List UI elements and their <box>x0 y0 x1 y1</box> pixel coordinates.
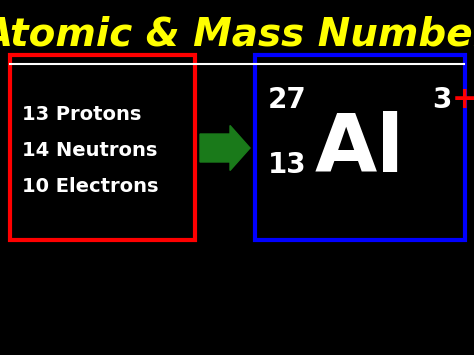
Text: 13 Protons: 13 Protons <box>22 105 141 125</box>
Text: Al: Al <box>315 111 405 189</box>
Text: Atomic & Mass Number: Atomic & Mass Number <box>0 16 474 54</box>
Bar <box>10 55 195 240</box>
Text: 13: 13 <box>268 151 307 179</box>
Text: +: + <box>452 86 474 115</box>
Text: 14 Neutrons: 14 Neutrons <box>22 141 157 159</box>
Bar <box>255 55 465 240</box>
FancyArrow shape <box>200 126 250 170</box>
Text: 27: 27 <box>268 86 307 114</box>
Text: 10 Electrons: 10 Electrons <box>22 178 158 197</box>
Text: 3: 3 <box>432 86 451 114</box>
